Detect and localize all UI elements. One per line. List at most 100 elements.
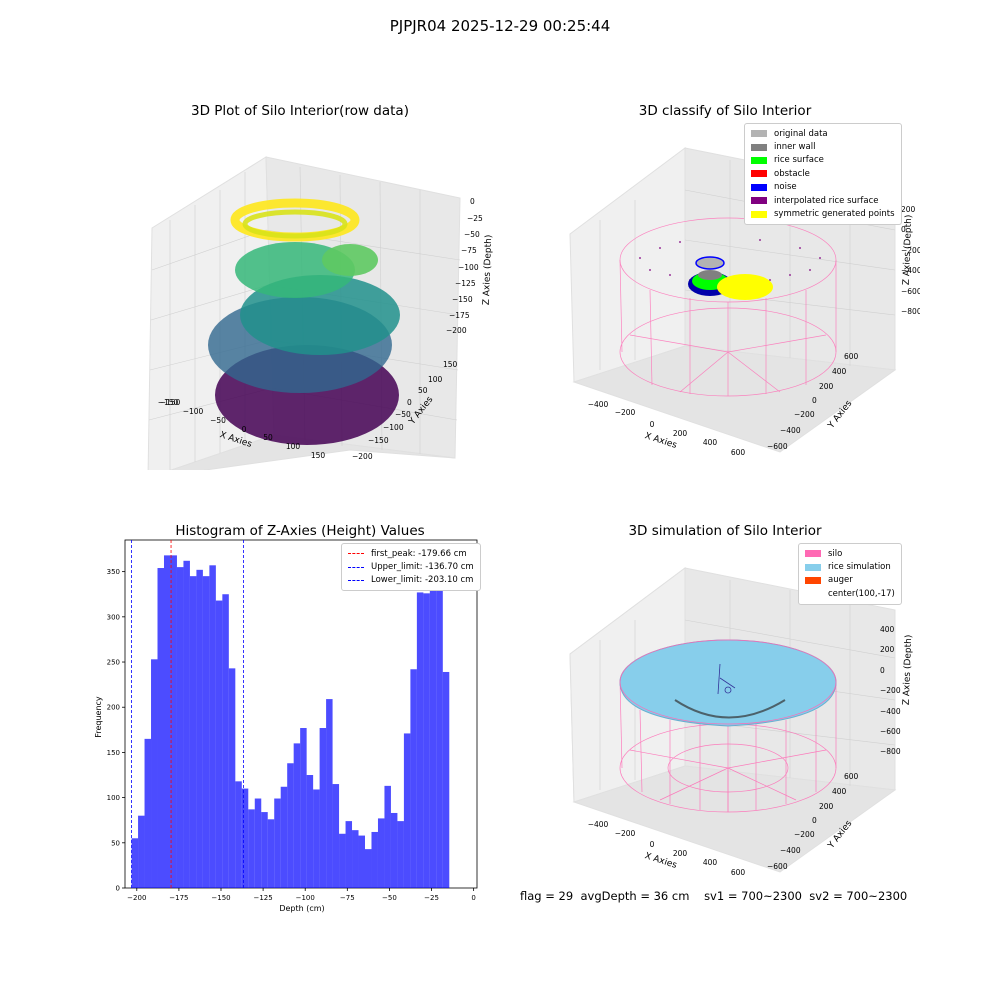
classify-y-tick: −200 [794, 410, 815, 419]
rice-simulation-surface [619, 639, 837, 727]
raw-y-tick: 50 [418, 386, 428, 395]
silo-wireframe [619, 217, 837, 397]
classify-3d-plot: −400 −200 0 200 400 600 X Axies 600 400 … [569, 147, 920, 457]
histogram-bar [287, 763, 294, 888]
histogram-bar [254, 798, 262, 888]
histogram-bar [131, 838, 139, 888]
raw-x-tick: 0 [242, 425, 247, 434]
histogram-bar [215, 600, 223, 888]
classify-x-tick: 200 [673, 429, 688, 438]
y-tick-label: 150 [107, 749, 120, 757]
x-tick-label: −175 [169, 894, 188, 902]
histogram-bar [157, 568, 164, 888]
raw-data-points [208, 198, 400, 445]
histogram-chart: −200 −175 −150 −125 −100 −75 −50 −25 0 0 50 100 150… [94, 539, 478, 913]
histogram-y-label: Frequency [94, 696, 103, 738]
y-tick-label: 300 [107, 613, 120, 621]
x-tick-label: −25 [424, 894, 439, 902]
classify-plot-title: 3D classify of Silo Interior [638, 103, 812, 119]
raw-y-tick: −100 [383, 423, 404, 432]
simulation-x-tick: 0 [650, 840, 655, 849]
y-tick-label: 100 [107, 794, 120, 802]
raw-z-ticks: 0 −25 −50 −75 −100 −125 −150 −175 −200 [446, 197, 483, 335]
classify-y-tick: 400 [832, 367, 847, 376]
simulation-z-tick: 200 [880, 645, 895, 654]
raw-3d-plot: −150 −150 −100 −50 0 50 100 150 X Axies … [147, 156, 494, 470]
classify-y-tick: 600 [844, 352, 859, 361]
histogram-bar [222, 594, 229, 888]
y-tick-label: 250 [107, 659, 120, 667]
histogram-bar [442, 671, 450, 888]
legend-item-auger: auger [805, 574, 895, 587]
simulation-z-tick: −200 [880, 686, 901, 695]
raw-z-tick: 0 [470, 197, 475, 206]
histogram-bar [241, 788, 249, 888]
simulation-x-tick: 600 [731, 868, 746, 877]
histogram-x-ticks: −200 −175 −150 −125 −100 −75 −50 −25 0 [127, 888, 476, 902]
raw-z-tick: −25 [467, 214, 483, 223]
raw-z-tick: −200 [446, 326, 467, 335]
histogram-bar [403, 733, 411, 888]
simulation-z-tick: 0 [880, 666, 885, 675]
histogram-bar [319, 728, 327, 888]
raw-y-tick: 150 [443, 360, 458, 369]
classify-z-tick: −200 [901, 246, 920, 255]
legend-item-obstacle: obstacle [751, 167, 895, 180]
x-tick-label: −125 [253, 894, 272, 902]
raw-y-tick: −150 [368, 436, 389, 445]
histogram-bar [339, 833, 346, 888]
simulation-y-tick: −600 [767, 862, 788, 871]
histogram-bar [274, 798, 281, 888]
classify-y-tick: −600 [767, 442, 788, 451]
classify-z-tick: 200 [901, 205, 916, 214]
simulation-x-tick: −400 [588, 820, 609, 829]
histogram-bar [183, 560, 190, 888]
histogram-bar [313, 789, 320, 888]
histogram-bar [267, 819, 275, 888]
classify-x-tick: 0 [650, 420, 655, 429]
histogram-bar [196, 569, 203, 888]
y-tick-label: 0 [116, 885, 120, 893]
simulation-x-tick: 200 [673, 849, 688, 858]
simulation-z-tick: 400 [880, 625, 895, 634]
x-tick-label: 0 [471, 894, 475, 902]
raw-y-tick: −200 [352, 452, 373, 461]
histogram-bar [202, 576, 210, 888]
classify-y-tick: −400 [780, 426, 801, 435]
simulation-z-tick: −600 [880, 727, 901, 736]
legend-item-original-data: original data [751, 127, 895, 140]
classify-x-tick: 600 [731, 448, 746, 457]
status-avg-depth: avgDepth = 36 cm [580, 889, 690, 903]
legend-item-center: center(100,-17) [828, 588, 895, 599]
raw-z-tick: −175 [449, 311, 470, 320]
simulation-y-tick: −400 [780, 846, 801, 855]
histogram-bar [410, 669, 417, 888]
raw-x-tick: −100 [183, 407, 204, 416]
x-tick-label: −150 [211, 894, 230, 902]
status-sv2: sv2 = 700~2300 [809, 889, 908, 903]
legend-item-symmetric-generated-points: symmetric generated points [751, 207, 895, 220]
y-tick-label: 350 [107, 568, 120, 576]
histogram-bar [358, 835, 365, 888]
x-tick-label: −50 [382, 894, 397, 902]
raw-z-tick: −100 [458, 263, 479, 272]
histogram-reference-lines [131, 540, 244, 888]
histogram-bar [209, 565, 216, 888]
classify-x-tick: 400 [703, 438, 718, 447]
histogram-legend: first_peak: -179.66 cm Upper_limit: -136… [341, 543, 481, 592]
simulation-3d-plot: −400 −200 0 200 400 600 X Axies 600 400 … [569, 567, 914, 877]
legend-item-interpolated-rice-surface: interpolated rice surface [751, 194, 895, 207]
classify-y-tick: 0 [812, 396, 817, 405]
simulation-z-tick: −800 [880, 747, 901, 756]
classify-z-tick: −600 [901, 287, 920, 296]
simulation-y-tick: 0 [812, 816, 817, 825]
histogram-bar [280, 786, 288, 888]
legend-item-rice-surface: rice surface [751, 154, 895, 167]
raw-x-ticks: −150 −100 −50 0 50 100 150 [158, 398, 326, 460]
legend-item-rice-simulation: rice simulation [805, 560, 895, 573]
raw-y-ticks: 150 100 50 0 −50 −100 −150 −200 [352, 360, 458, 461]
simulation-x-tick: 400 [703, 858, 718, 867]
simulation-z-ticks: 400 200 0 −200 −400 −600 −800 [880, 625, 901, 756]
legend-item-lower-limit: Lower_limit: -203.10 cm [348, 574, 474, 587]
legend-item-silo: silo [805, 547, 895, 560]
